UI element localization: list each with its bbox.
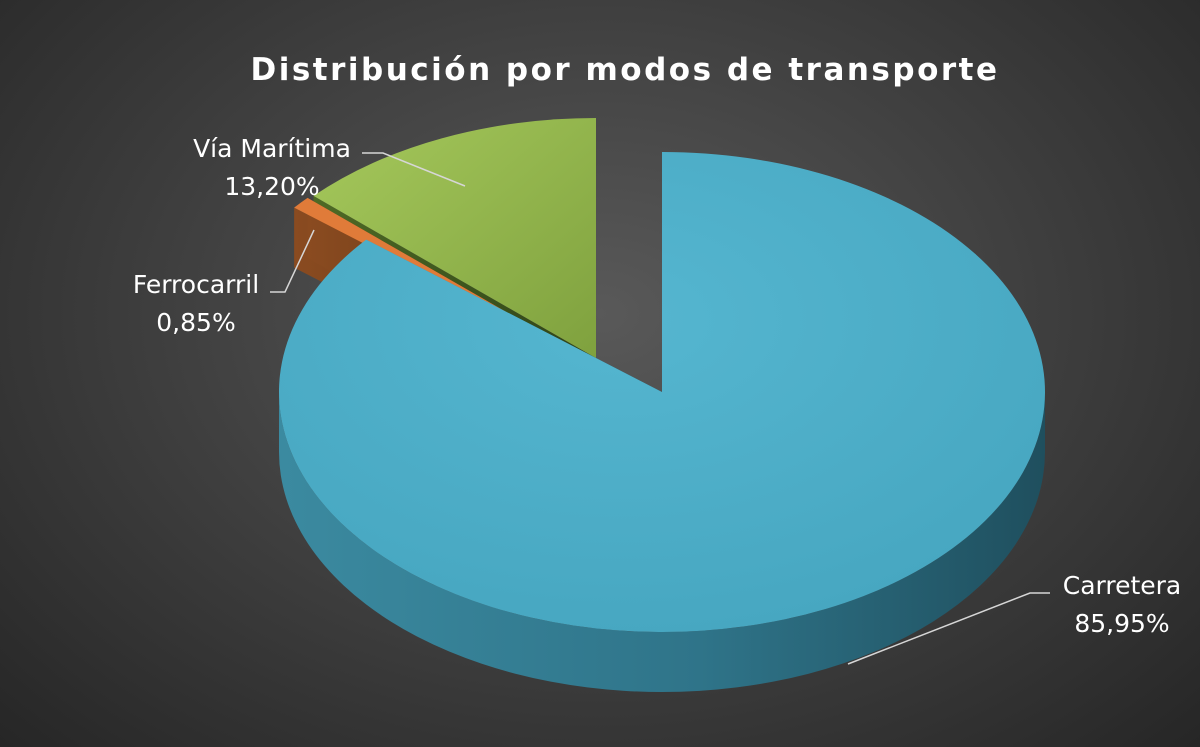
slice-carretera-top <box>278 152 1046 633</box>
slice-carretera-outer-wall <box>279 392 1045 692</box>
label-carretera-value: 85,95% <box>1074 609 1169 638</box>
leader-line-ferrocarril <box>270 229 315 293</box>
label-carretera-name: Carretera <box>1063 571 1182 600</box>
chart-title: Distribución por modos de transporte <box>250 52 999 88</box>
leader-line-carretera <box>847 592 1050 665</box>
leader-line-via-maritima <box>362 152 466 187</box>
label-via-maritima-name: Vía Marítima <box>193 134 351 163</box>
label-ferrocarril-name: Ferrocarril <box>133 270 259 299</box>
slice-via-maritima-top <box>313 118 596 358</box>
label-via-maritima-value: 13,20% <box>224 172 319 201</box>
pie-slices <box>278 118 1046 692</box>
slice-carretera <box>278 152 1046 692</box>
label-ferrocarril-value: 0,85% <box>156 308 235 337</box>
